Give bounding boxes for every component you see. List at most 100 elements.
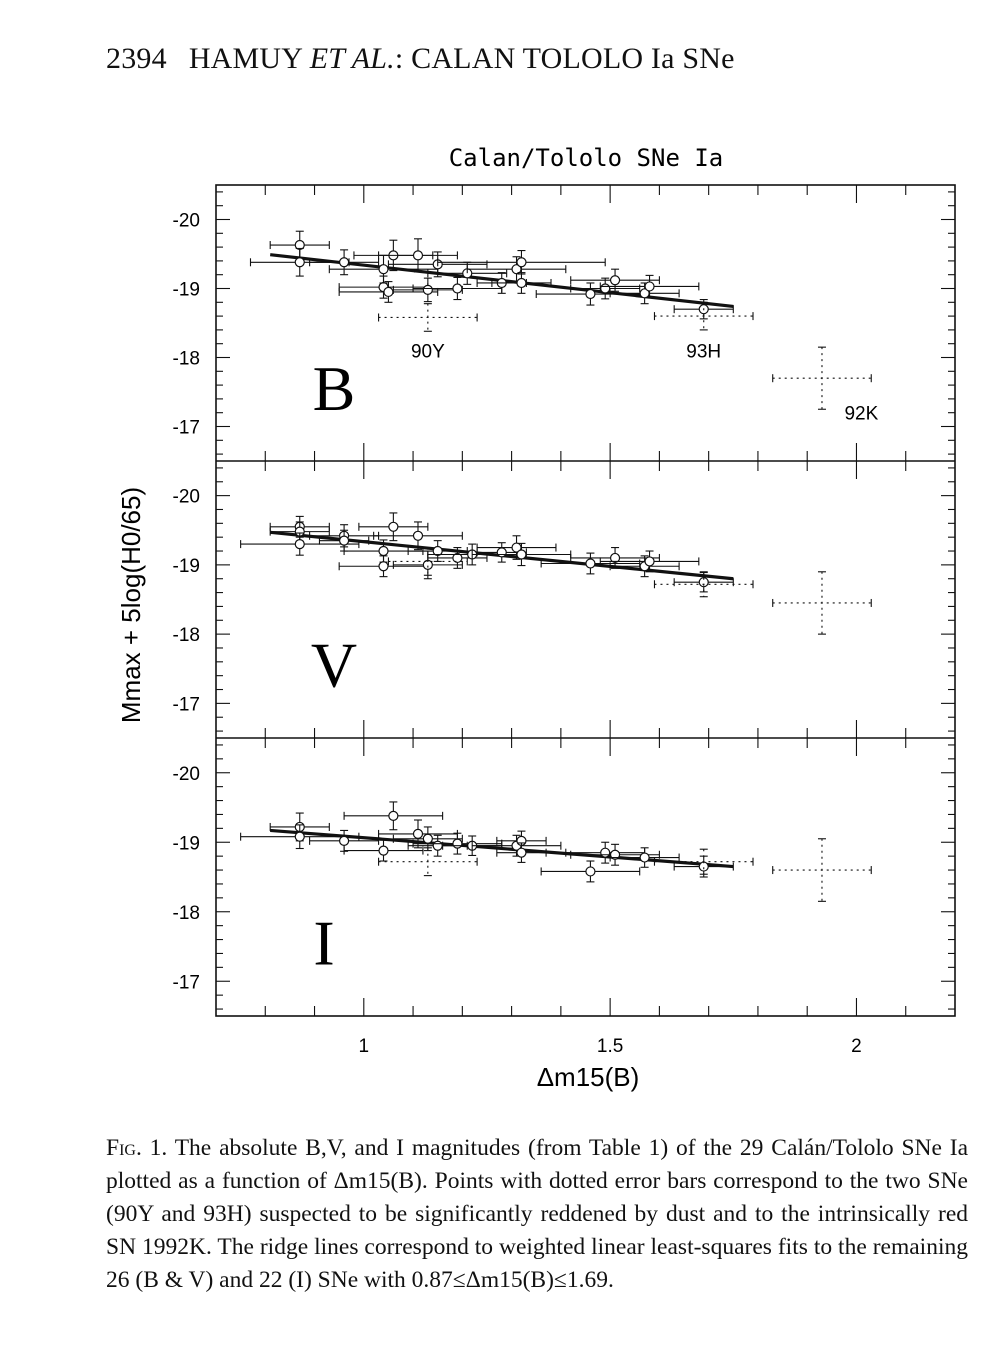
- page-number: 2394: [106, 42, 167, 75]
- caption-text: The absolute B,V, and I magnitudes (from…: [106, 1135, 969, 1293]
- x-tick-label: 1: [359, 1036, 370, 1057]
- point-marker: [609, 275, 621, 286]
- running-header: 2394 HAMUY ET AL.: CALAN TOLOLO Ia SNe: [106, 42, 735, 76]
- point-marker: [338, 535, 350, 546]
- point-marker: [600, 847, 611, 858]
- point-marker: [388, 521, 399, 532]
- y-tick-label: -20: [173, 211, 200, 232]
- data-point: [673, 855, 734, 878]
- data-point: [540, 552, 641, 575]
- data-point: [392, 277, 463, 303]
- plot-frame: [215, 184, 956, 1017]
- figure-label: Fig. 1.: [106, 1135, 168, 1161]
- point-annotation: 92K: [844, 404, 878, 425]
- point-marker: [644, 556, 655, 567]
- panel-band-label: B: [313, 353, 356, 424]
- data-point: [392, 826, 463, 852]
- figure-caption: Fig. 1. The absolute B,V, and I magnitud…: [106, 1132, 968, 1297]
- y-tick-label: -17: [173, 418, 200, 439]
- data-point: [358, 512, 429, 542]
- point-marker: [378, 545, 389, 557]
- data-point: [437, 250, 606, 275]
- point-marker: [639, 852, 650, 863]
- point-marker: [294, 257, 305, 268]
- y-tick-label: -18: [173, 903, 200, 924]
- point-marker: [452, 838, 463, 849]
- data-point: [309, 249, 380, 276]
- reddened-point: [378, 303, 478, 332]
- point-marker: [412, 250, 424, 261]
- y-tick-label: -18: [173, 625, 200, 646]
- data-point: [269, 521, 330, 542]
- data-point: [609, 847, 680, 868]
- reddened-point: [772, 571, 872, 635]
- x-axis-label: Δm15(B): [537, 1062, 640, 1092]
- x-tick-label: 2: [851, 1036, 862, 1057]
- data-point: [240, 824, 360, 850]
- point-marker: [609, 552, 621, 564]
- panel-V: -20 -19 -18 -17 V: [173, 460, 955, 738]
- point-marker: [516, 257, 527, 268]
- y-tick-label: -17: [173, 972, 200, 993]
- y-tick-label: -19: [173, 833, 200, 854]
- point-marker: [378, 264, 389, 275]
- data-point: [338, 555, 429, 578]
- point-marker: [338, 835, 350, 846]
- panel-B: -20 -19 -18 -17 B 90Y 93H 92K: [173, 185, 955, 461]
- point-annotation: 90Y: [411, 342, 445, 363]
- data-point: [570, 268, 660, 292]
- reddened-point: [387, 547, 468, 576]
- data-point: [496, 842, 547, 863]
- point-marker: [516, 549, 527, 560]
- point-marker: [432, 545, 443, 557]
- point-marker: [412, 828, 424, 840]
- data-point: [318, 529, 370, 552]
- y-tick-label: -20: [173, 764, 200, 785]
- point-marker: [452, 552, 463, 564]
- data-point: [609, 555, 680, 578]
- y-tick-label: -17: [173, 694, 200, 715]
- data-point: [412, 276, 503, 301]
- point-marker: [378, 561, 389, 572]
- x-tick-label: 1.5: [597, 1036, 623, 1057]
- point-marker: [698, 861, 709, 872]
- data-point: [540, 860, 641, 883]
- reddened-point: [653, 301, 754, 331]
- chart-title: Calan/Tololo SNe Ia: [449, 144, 724, 172]
- running-title-prefix: HAMUY: [188, 42, 310, 75]
- point-marker: [383, 286, 394, 298]
- y-tick-label: -18: [173, 349, 200, 370]
- y-tick-label: -19: [173, 556, 200, 577]
- data-point: [373, 521, 463, 551]
- running-title-suffix: : CALAN TOLOLO Ia SNe: [394, 42, 735, 75]
- point-marker: [585, 866, 596, 877]
- point-marker: [294, 831, 305, 842]
- point-marker: [378, 845, 389, 856]
- point-annotation: 93H: [686, 342, 721, 363]
- data-point: [673, 571, 734, 593]
- reddened-point: [772, 346, 872, 410]
- reddened-point: [653, 848, 754, 875]
- data-point: [412, 832, 503, 855]
- reddened-point: [378, 847, 478, 877]
- point-marker: [294, 538, 305, 550]
- data-point: [240, 532, 360, 556]
- y-axis-label: Mmax + 5log(H0/65): [116, 487, 146, 723]
- data-point: [599, 274, 700, 299]
- data-point: [343, 801, 444, 831]
- data-point: [343, 839, 424, 862]
- panel-band-label: V: [311, 630, 357, 701]
- data-point: [471, 542, 572, 567]
- data-point: [599, 550, 700, 573]
- point-marker: [496, 547, 507, 558]
- point-marker: [516, 277, 527, 289]
- point-marker: [644, 281, 655, 292]
- panel-band-label: I: [313, 907, 334, 978]
- reddened-point: [772, 838, 872, 902]
- data-point: [338, 281, 439, 303]
- running-title-italic: ET AL.: [309, 42, 395, 75]
- y-tick-label: -20: [173, 487, 200, 508]
- point-marker: [412, 530, 424, 541]
- point-marker: [698, 577, 709, 588]
